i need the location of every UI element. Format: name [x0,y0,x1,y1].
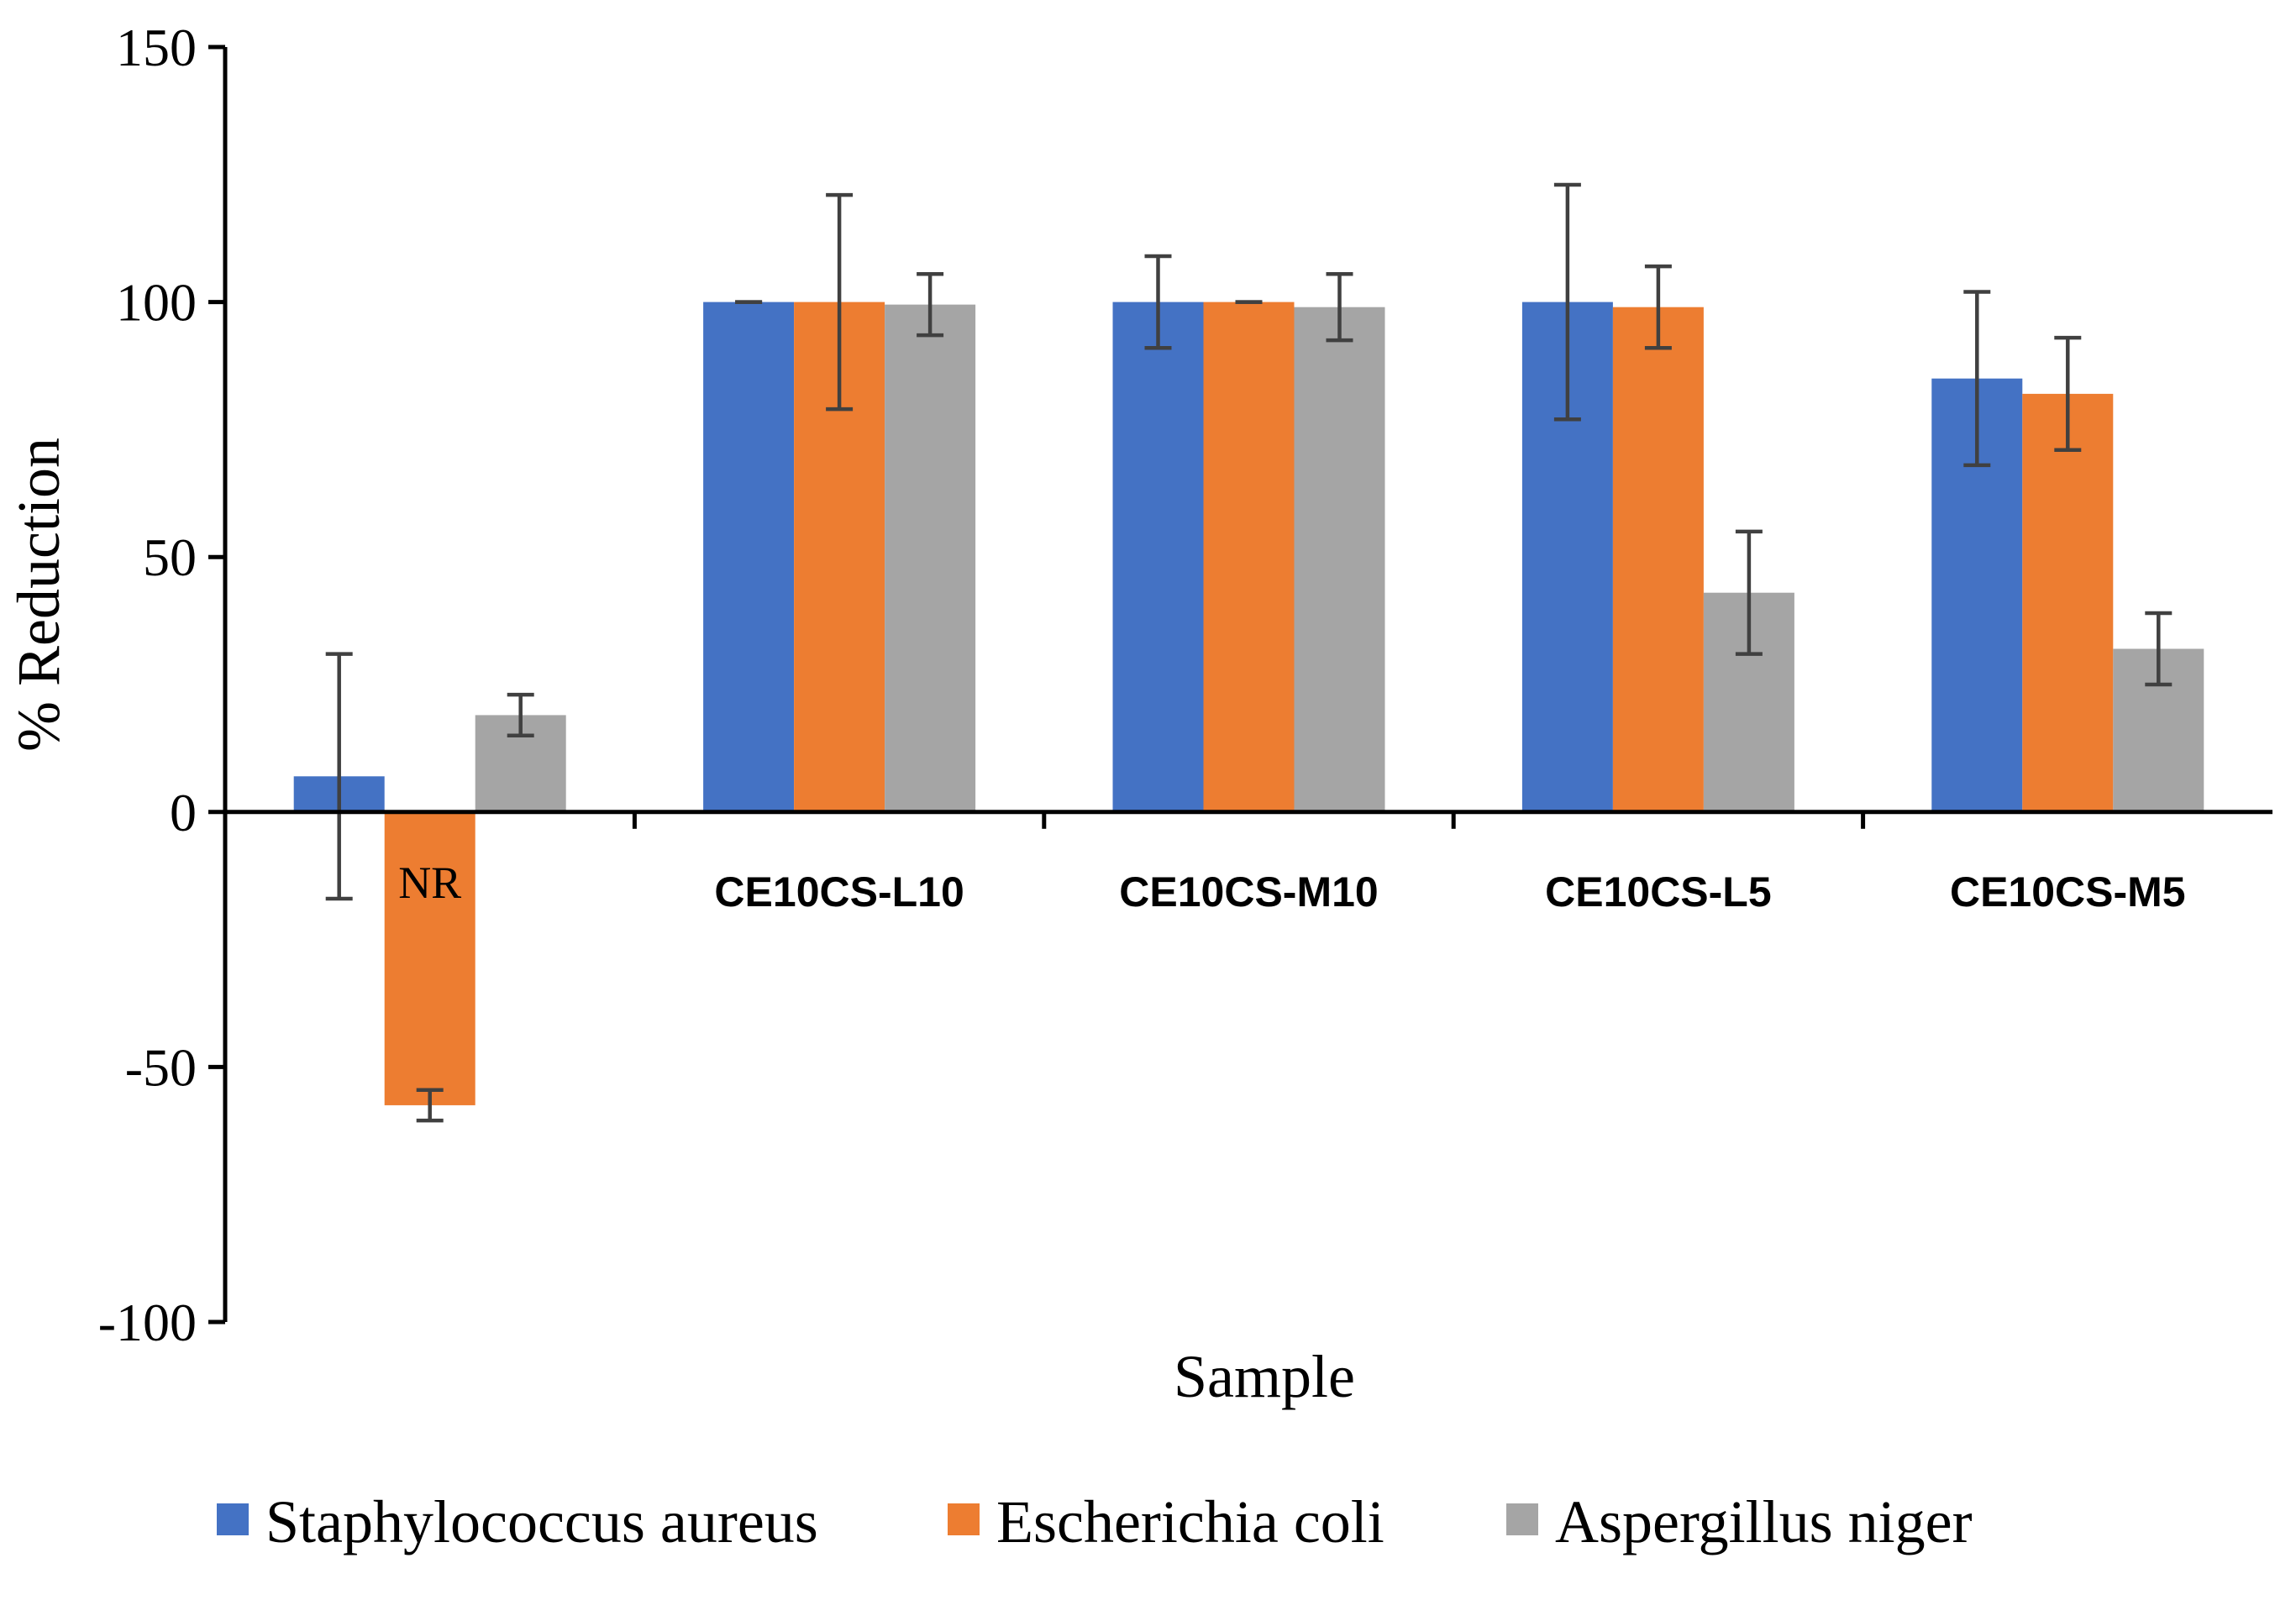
error-bar [917,271,944,338]
legend-label: Staphylococcus aureus [265,1488,818,1555]
error-bar [826,192,854,412]
bars-layer [293,302,2204,1105]
y-tick-label: 50 [143,527,197,587]
y-tick-label: -100 [98,1293,197,1352]
error-bar [1144,254,1172,350]
error-bar [1963,290,1991,468]
bar [885,304,976,812]
error-bar [1735,529,1763,656]
x-tick-label: CE10CS-L10 [714,868,964,915]
bar [1294,307,1385,812]
error-bar [1553,182,1581,422]
legend-entry: Aspergillus niger [1506,1488,1973,1555]
error-bar [325,652,353,901]
x-tick-label: CE10CS-M5 [1950,868,2186,915]
bar [1612,307,1704,812]
x-tick-label: CE10CS-M10 [1119,868,1378,915]
error-bar [1326,271,1353,343]
legend-entry: Staphylococcus aureus [217,1488,818,1555]
legend-swatch [1506,1503,1538,1535]
bar [384,811,475,1105]
bar [2022,393,2114,812]
legend: Staphylococcus aureus Escherichia coli Asp… [217,1488,1973,1555]
axes-layer [208,45,2272,1325]
y-tick-label: 150 [116,18,197,77]
legend-entry: Escherichia coli [948,1488,1384,1555]
error-bar [2145,611,2173,687]
y-tick-label: 0 [170,783,197,842]
bar [1203,302,1295,812]
y-axis-title: % Reduction [5,438,72,752]
bar [1112,302,1204,812]
error-bar [2054,335,2082,452]
x-tick-label: NR [398,858,461,908]
x-tick-label: CE10CS-L5 [1545,868,1772,915]
legend-label: Escherichia coli [996,1488,1384,1555]
error-bar [507,692,534,737]
legend-label: Aspergillus niger [1555,1488,1973,1555]
error-bar [416,1088,444,1123]
bar [703,302,795,812]
y-tick-label: -50 [125,1037,197,1097]
error-bar [1644,264,1672,350]
legend-swatch [948,1503,980,1535]
error-bars-layer [325,182,2173,1123]
x-axis-title: Sample [1174,1343,1355,1410]
y-tick-label: 100 [116,273,197,333]
legend-swatch [217,1503,249,1535]
labels-layer: -100 -50 0 50 100 150 NR CE10CS-L10 CE10CS-M10 CE… [98,18,2186,1352]
